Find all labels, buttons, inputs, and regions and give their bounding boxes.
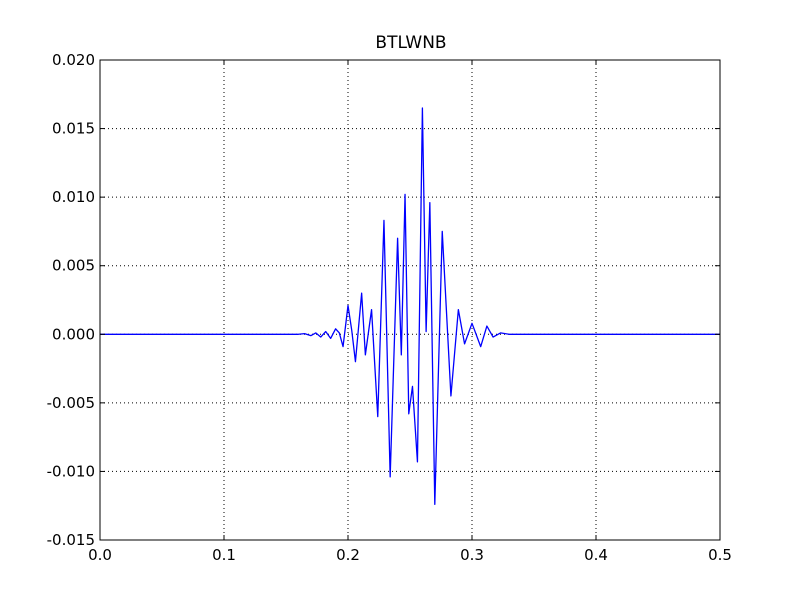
y-tick-labels: 0.020 0.015 0.010 0.005 0.000 -0.005 -0.010 -0.… [47, 51, 95, 549]
tick-marks [99, 59, 721, 541]
x-tick-label: 0.3 [460, 546, 484, 564]
x-tick-label: 0.1 [212, 546, 236, 564]
y-tick-label: 0.005 [52, 257, 95, 275]
y-tick-label: 0.015 [52, 120, 95, 138]
y-tick-label: -0.010 [47, 462, 95, 480]
y-tick-label: -0.015 [47, 531, 95, 549]
y-tick-label: 0.000 [52, 325, 95, 343]
x-tick-labels: 0.0 0.1 0.2 0.3 0.4 0.5 [88, 546, 732, 564]
y-tick-label: 0.020 [52, 51, 95, 69]
y-tick-label: -0.005 [47, 394, 95, 412]
series-line [100, 107, 720, 505]
x-tick-label: 0.2 [336, 546, 360, 564]
x-tick-label: 0.5 [708, 546, 732, 564]
chart-title: BTLWNB [375, 33, 446, 53]
grid-lines [100, 60, 720, 540]
plot-area-frame [99, 59, 721, 541]
y-tick-label: 0.010 [52, 188, 95, 206]
x-tick-label: 0.0 [88, 546, 112, 564]
x-tick-label: 0.4 [584, 546, 608, 564]
series-layer [100, 107, 720, 505]
